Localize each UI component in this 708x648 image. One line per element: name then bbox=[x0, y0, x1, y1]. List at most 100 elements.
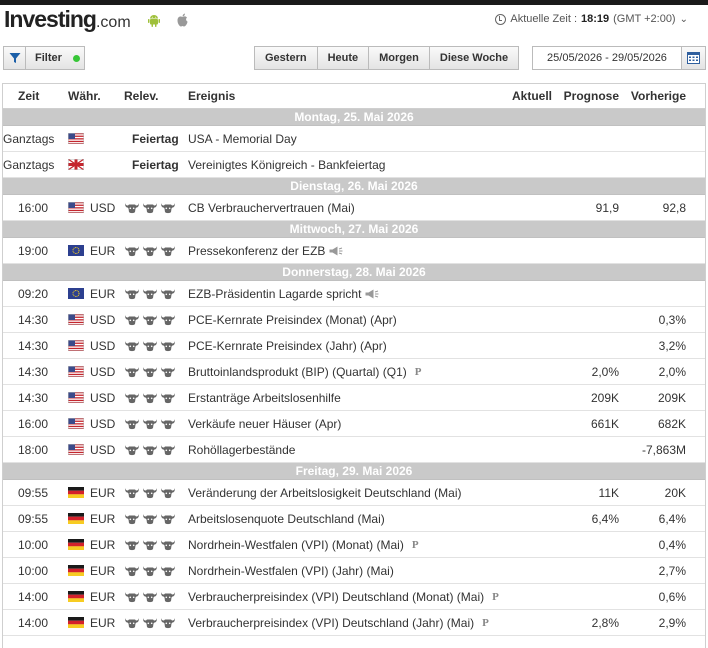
calendar-icon[interactable] bbox=[681, 47, 705, 69]
event-name[interactable]: CB Verbrauchervertrauen (Mai) bbox=[188, 200, 355, 215]
event-row[interactable]: 14:00 EUR Verbraucherpreisindex (VPI) Deut… bbox=[3, 584, 705, 610]
event-name-cell[interactable]: USA - Memorial Day bbox=[182, 132, 510, 146]
de-flag bbox=[68, 539, 84, 550]
day-header: Freitag, 29. Mai 2026 bbox=[3, 463, 705, 480]
forecast-value: 6,4% bbox=[591, 511, 619, 526]
relevance-cell bbox=[116, 366, 182, 378]
event-name[interactable]: Erstanträge Arbeitslosenhilfe bbox=[188, 390, 341, 405]
event-time: 16:00 bbox=[17, 200, 48, 215]
event-time: 14:30 bbox=[17, 364, 48, 379]
event-name[interactable]: PCE-Kernrate Preisindex (Monat) (Apr) bbox=[188, 312, 397, 327]
event-name[interactable]: PCE-Kernrate Preisindex (Jahr) (Apr) bbox=[188, 338, 387, 353]
de-flag bbox=[68, 487, 84, 498]
event-name[interactable]: Vereinigtes Königreich - Bankfeiertag bbox=[188, 157, 386, 172]
event-name[interactable]: USA - Memorial Day bbox=[188, 131, 297, 146]
event-name-cell[interactable]: PCE-Kernrate Preisindex (Jahr) (Apr) bbox=[182, 339, 510, 353]
event-row[interactable]: 10:00 EUR Nordrhein-Westfalen (VPI) (Monat… bbox=[3, 532, 705, 558]
bull-icon bbox=[161, 591, 175, 602]
event-currency-cell bbox=[54, 159, 116, 170]
relevance-cell bbox=[116, 444, 182, 456]
event-name-cell[interactable]: Verkäufe neuer Häuser (Apr) bbox=[182, 417, 510, 431]
event-name[interactable]: Pressekonferenz der EZB bbox=[188, 243, 326, 258]
current-time[interactable]: Aktuelle Zeit : 18:19 (GMT +2:00) ⌄ bbox=[495, 13, 688, 25]
event-name-cell[interactable]: Nordrhein-Westfalen (VPI) (Jahr) (Mai) bbox=[182, 564, 510, 578]
event-name[interactable]: Bruttoinlandsprodukt (BIP) (Quartal) (Q1… bbox=[188, 364, 407, 379]
yesterday-button[interactable]: Gestern bbox=[255, 47, 318, 69]
event-name[interactable]: Verkäufe neuer Häuser (Apr) bbox=[188, 416, 342, 431]
event-name[interactable]: Verbraucherpreisindex (VPI) Deutschland … bbox=[188, 589, 485, 604]
event-row[interactable]: 14:00 EUR Verbraucherpreisindex (VPI) Deut… bbox=[3, 610, 705, 636]
event-name-cell[interactable]: Vereinigtes Königreich - Bankfeiertag bbox=[182, 158, 510, 172]
event-row[interactable]: 18:00 USD Rohöllagerbestände -7,863M bbox=[3, 437, 705, 463]
col-currency: Währ. bbox=[68, 89, 101, 103]
filter-button[interactable]: Filter bbox=[3, 46, 85, 70]
day-header: Montag, 25. Mai 2026 bbox=[3, 109, 705, 126]
chevron-down-icon[interactable]: ⌄ bbox=[679, 13, 688, 25]
previous-value: -7,863M bbox=[641, 442, 686, 457]
android-icon[interactable] bbox=[148, 14, 160, 27]
currency-code: USD bbox=[90, 442, 116, 457]
col-relevance: Relev. bbox=[124, 89, 159, 103]
event-name-cell[interactable]: EZB-Präsidentin Lagarde spricht bbox=[182, 287, 510, 301]
event-currency-cell: USD bbox=[54, 313, 116, 327]
this-week-button[interactable]: Diese Woche bbox=[429, 47, 519, 69]
event-name[interactable]: EZB-Präsidentin Lagarde spricht bbox=[188, 286, 362, 301]
bull-icon bbox=[125, 444, 139, 455]
preliminary-badge: P bbox=[492, 590, 499, 603]
event-row[interactable]: 09:55 EUR Veränderung der Arbeitslosigkeit… bbox=[3, 480, 705, 506]
event-name-cell[interactable]: Bruttoinlandsprodukt (BIP) (Quartal) (Q1… bbox=[182, 365, 510, 379]
bull-icon bbox=[143, 314, 157, 325]
event-name[interactable]: Nordrhein-Westfalen (VPI) (Monat) (Mai) bbox=[188, 537, 404, 552]
event-time: 10:00 bbox=[17, 537, 48, 552]
event-name-cell[interactable]: Rohöllagerbestände bbox=[182, 443, 510, 457]
event-name-cell[interactable]: Pressekonferenz der EZB bbox=[182, 244, 510, 258]
tomorrow-button[interactable]: Morgen bbox=[369, 47, 430, 69]
date-range-value[interactable]: 25/05/2026 - 29/05/2026 bbox=[547, 52, 667, 64]
preliminary-badge: P bbox=[411, 538, 419, 551]
event-name-cell[interactable]: Veränderung der Arbeitslosigkeit Deutsch… bbox=[182, 486, 510, 500]
event-name[interactable]: Arbeitslosenquote Deutschland (Mai) bbox=[188, 511, 385, 526]
filter-active-indicator bbox=[72, 54, 80, 62]
event-row[interactable]: 16:00 USD CB Verbrauchervertrauen (Mai) 91,… bbox=[3, 195, 705, 221]
event-row[interactable]: 16:00 USD Verkäufe neuer Häuser (Apr) 661K 6… bbox=[3, 411, 705, 437]
event-name[interactable]: Nordrhein-Westfalen (VPI) (Jahr) (Mai) bbox=[188, 563, 394, 578]
previous-value: 20K bbox=[664, 485, 686, 500]
bull-icon bbox=[161, 487, 175, 498]
forecast-value: 2,0% bbox=[591, 364, 619, 379]
event-row[interactable]: 10:00 EUR Nordrhein-Westfalen (VPI) (Jahr)… bbox=[3, 558, 705, 584]
date-range-picker[interactable]: 25/05/2026 - 29/05/2026 bbox=[532, 46, 706, 70]
investing-logo[interactable]: Investing.com bbox=[4, 6, 131, 33]
event-name-cell[interactable]: Erstanträge Arbeitslosenhilfe bbox=[182, 391, 510, 405]
event-row[interactable]: 09:20 EUR EZB-Präsidentin Lagarde spricht bbox=[3, 281, 705, 307]
relevance-cell bbox=[116, 314, 182, 326]
event-row[interactable]: 09:55 EUR Arbeitslosenquote Deutschland (M… bbox=[3, 506, 705, 532]
day-selector: Gestern Heute Morgen Diese Woche bbox=[254, 46, 520, 70]
event-row[interactable]: 19:00 EUR Pressekonferenz der EZB bbox=[3, 238, 705, 264]
event-name-cell[interactable]: Verbraucherpreisindex (VPI) Deutschland … bbox=[182, 616, 510, 630]
event-row[interactable]: Ganztags Feiertag Vereinigtes Königreich -… bbox=[3, 152, 705, 178]
event-row[interactable]: 14:30 USD PCE-Kernrate Preisindex (Jahr) (… bbox=[3, 333, 705, 359]
event-name-cell[interactable]: Arbeitslosenquote Deutschland (Mai) bbox=[182, 512, 510, 526]
relevance-cell: Feiertag bbox=[116, 158, 182, 172]
table-body: Montag, 25. Mai 2026 Ganztags Feiertag USA … bbox=[3, 109, 705, 636]
preliminary-badge: P bbox=[414, 365, 422, 378]
event-row[interactable]: 14:30 USD Bruttoinlandsprodukt (BIP) (Quar… bbox=[3, 359, 705, 385]
event-name-cell[interactable]: Nordrhein-Westfalen (VPI) (Monat) (Mai) P bbox=[182, 538, 510, 552]
event-name[interactable]: Veränderung der Arbeitslosigkeit Deutsch… bbox=[188, 485, 462, 500]
event-name[interactable]: Verbraucherpreisindex (VPI) Deutschland … bbox=[188, 615, 475, 630]
event-row[interactable]: Ganztags Feiertag USA - Memorial Day bbox=[3, 126, 705, 152]
apple-icon[interactable] bbox=[177, 13, 188, 27]
bull-icon bbox=[143, 340, 157, 351]
event-name-cell[interactable]: Verbraucherpreisindex (VPI) Deutschland … bbox=[182, 590, 510, 604]
event-name-cell[interactable]: CB Verbrauchervertrauen (Mai) bbox=[182, 201, 510, 215]
event-name[interactable]: Rohöllagerbestände bbox=[188, 442, 296, 457]
bull-icon bbox=[125, 366, 139, 377]
bull-icon bbox=[143, 617, 157, 628]
today-button[interactable]: Heute bbox=[317, 47, 370, 69]
event-name-cell[interactable]: PCE-Kernrate Preisindex (Monat) (Apr) bbox=[182, 313, 510, 327]
event-row[interactable]: 14:30 USD Erstanträge Arbeitslosenhilfe 209… bbox=[3, 385, 705, 411]
eu-flag bbox=[68, 245, 84, 256]
speaker-icon bbox=[365, 289, 379, 298]
relevance-cell: Feiertag bbox=[116, 132, 182, 146]
event-row[interactable]: 14:30 USD PCE-Kernrate Preisindex (Monat) … bbox=[3, 307, 705, 333]
